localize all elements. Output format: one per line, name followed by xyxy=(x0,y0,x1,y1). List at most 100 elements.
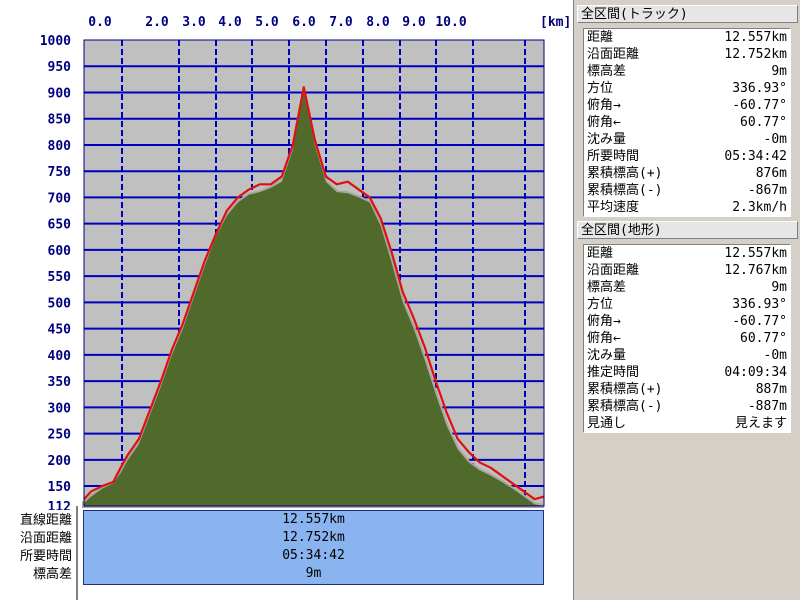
x-tick-label: 8.0 xyxy=(366,15,390,30)
info-row: 距離 12.557km xyxy=(584,29,790,46)
y-tick-label: 200 xyxy=(48,454,72,469)
info-value: -60.77° xyxy=(732,98,787,113)
info-value: 60.77° xyxy=(740,115,787,130)
info-value: 336.93° xyxy=(732,297,787,312)
y-tick-label: 250 xyxy=(48,428,72,443)
info-row: 沈み量 -0m xyxy=(584,131,790,148)
y-tick-label: 112 xyxy=(48,500,71,510)
info-label: 推定時間 xyxy=(587,365,640,380)
info-value: 2.3km/h xyxy=(732,200,787,215)
elevation-profile-chart[interactable]: 0.0 2.0 3.0 4.0 5.0 6.0 7.0 8.0 9.0 10.0 1000 950 9… xyxy=(0,0,573,510)
info-label: 沿面距離 xyxy=(587,47,640,62)
value-surface-distance: 12.752km xyxy=(282,530,345,545)
info-label: 沿面距離 xyxy=(587,263,640,278)
y-tick-label: 1000 xyxy=(40,34,71,49)
info-label: 沈み量 xyxy=(587,132,627,147)
series-layer xyxy=(82,86,545,508)
info-label: 沈み量 xyxy=(587,348,627,363)
y-tick-label: 600 xyxy=(48,244,72,259)
track-section-header[interactable]: 全区間(トラック) xyxy=(577,5,798,23)
info-value: 12.767km xyxy=(724,263,787,278)
y-tick-label: 650 xyxy=(48,218,72,233)
x-tick-label: 4.0 xyxy=(218,15,242,30)
label-required-time: 所要時間 xyxy=(19,549,72,564)
y-tick-label: 350 xyxy=(48,375,72,390)
y-tick-label: 500 xyxy=(48,296,72,311)
info-label: 標高差 xyxy=(587,64,627,79)
info-row: 累積標高(-) -887m xyxy=(584,398,790,415)
info-label: 累積標高(+) xyxy=(587,382,663,397)
value-straight-distance: 12.557km xyxy=(282,512,345,527)
info-label: 標高差 xyxy=(587,280,627,295)
info-value: -0m xyxy=(763,132,787,147)
info-label: 累積標高(-) xyxy=(587,399,663,414)
terrain-area xyxy=(84,92,544,506)
y-tick-label: 550 xyxy=(48,270,72,285)
info-row: 所要時間 05:34:42 xyxy=(584,148,790,165)
info-label: 俯角← xyxy=(587,331,621,346)
x-tick-label: 9.0 xyxy=(402,15,426,30)
info-row: 標高差 9m xyxy=(584,63,790,80)
label-elevation-diff: 標高差 xyxy=(32,567,72,582)
info-label: 俯角→ xyxy=(587,314,621,329)
info-row: 見通し 見えます xyxy=(584,415,790,432)
track-line xyxy=(83,86,545,501)
info-row: 沿面距離 12.767km xyxy=(584,262,790,279)
info-value: -867m xyxy=(747,183,787,198)
info-label: 距離 xyxy=(587,246,614,261)
info-value: 9m xyxy=(771,64,787,79)
info-row: 距離 12.557km xyxy=(584,245,790,262)
y-tick-label: 300 xyxy=(48,401,72,416)
info-value: 見えます xyxy=(734,416,787,431)
info-value: 9m xyxy=(771,280,787,295)
info-label: 距離 xyxy=(587,30,614,45)
info-label: 方位 xyxy=(587,81,614,96)
info-value: 12.557km xyxy=(724,30,787,45)
track-info-table: 距離 12.557km 沿面距離 12.752km 標高差 9m 方位 336.93° 俯角→ -… xyxy=(583,28,791,217)
info-label: 平均速度 xyxy=(587,200,640,215)
info-value: 12.557km xyxy=(724,246,787,261)
info-row: 俯角← 60.77° xyxy=(584,330,790,347)
y-tick-label: 750 xyxy=(48,165,72,180)
info-row: 沿面距離 12.752km xyxy=(584,46,790,63)
y-tick-label: 400 xyxy=(48,349,72,364)
info-row: 方位 336.93° xyxy=(584,80,790,97)
x-tick-label: 10.0 xyxy=(435,15,466,30)
label-surface-distance: 沿面距離 xyxy=(19,531,72,546)
y-tick-label: 800 xyxy=(48,139,72,154)
y-tick-label: 700 xyxy=(48,191,72,206)
info-value: 04:09:34 xyxy=(724,365,787,380)
info-row: 俯角← 60.77° xyxy=(584,114,790,131)
info-value: 336.93° xyxy=(732,81,787,96)
info-value: 876m xyxy=(755,166,787,181)
terrain-section-header[interactable]: 全区間(地形) xyxy=(577,221,798,239)
info-row: 累積標高(+) 887m xyxy=(584,381,790,398)
info-label: 累積標高(-) xyxy=(587,183,663,198)
y-axis-ticks: 1000 950 900 850 800 750 700 650 600 550 500 450 400… xyxy=(40,34,71,510)
y-tick-label: 150 xyxy=(48,480,72,495)
y-tick-label: 850 xyxy=(48,113,72,128)
info-row: 平均速度 2.3km/h xyxy=(584,199,790,216)
info-panel: 全区間(トラック) 距離 12.557km 沿面距離 12.752km 標高差 9m 方位 3… xyxy=(573,0,800,600)
info-label: 俯角← xyxy=(587,115,621,130)
x-tick-label: 6.0 xyxy=(292,15,316,30)
x-axis-unit: [km] xyxy=(540,15,571,30)
plot-frame xyxy=(83,39,545,507)
y-tick-label: 450 xyxy=(48,323,72,338)
x-tick-label: 0.0 xyxy=(88,15,112,30)
divider xyxy=(76,506,78,600)
y-tick-label: 900 xyxy=(48,86,72,101)
info-row: 俯角→ -60.77° xyxy=(584,313,790,330)
value-required-time: 05:34:42 xyxy=(282,548,345,563)
info-value: 887m xyxy=(755,382,787,397)
info-label: 累積標高(+) xyxy=(587,166,663,181)
info-label: 方位 xyxy=(587,297,614,312)
info-value: 12.752km xyxy=(724,47,787,62)
info-label: 俯角→ xyxy=(587,98,621,113)
x-tick-label: 2.0 xyxy=(145,15,169,30)
x-tick-label: 7.0 xyxy=(329,15,353,30)
x-tick-label: 5.0 xyxy=(255,15,279,30)
info-value: -60.77° xyxy=(732,314,787,329)
info-row: 推定時間 04:09:34 xyxy=(584,364,790,381)
info-value: 05:34:42 xyxy=(724,149,787,164)
